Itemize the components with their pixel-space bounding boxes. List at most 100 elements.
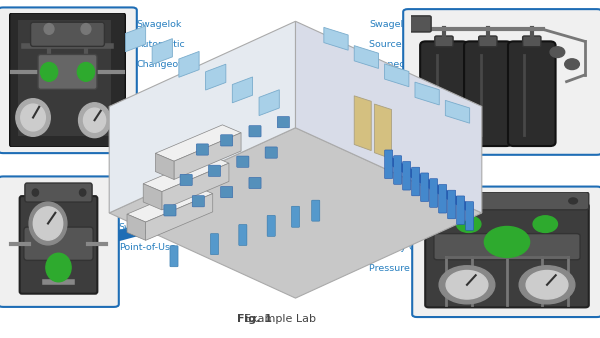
Polygon shape [354,96,371,151]
Polygon shape [143,155,229,192]
Polygon shape [329,204,419,219]
FancyBboxPatch shape [312,200,320,221]
Circle shape [79,103,110,138]
Polygon shape [415,82,439,105]
Polygon shape [127,116,220,153]
Polygon shape [354,46,379,68]
Text: Swagelok: Swagelok [369,223,415,232]
Circle shape [46,253,71,282]
Polygon shape [385,64,409,87]
FancyBboxPatch shape [180,174,192,186]
FancyBboxPatch shape [10,13,125,147]
Text: Changeover: Changeover [137,60,194,69]
Polygon shape [155,125,241,161]
Circle shape [29,202,67,245]
FancyBboxPatch shape [265,147,277,158]
FancyBboxPatch shape [421,173,429,201]
FancyBboxPatch shape [239,224,247,245]
FancyBboxPatch shape [409,16,431,32]
FancyBboxPatch shape [448,190,456,219]
FancyBboxPatch shape [0,176,119,307]
FancyBboxPatch shape [425,192,589,210]
Text: Pressure Control: Pressure Control [369,264,447,273]
Circle shape [21,104,46,131]
Circle shape [519,266,575,304]
FancyBboxPatch shape [394,156,402,184]
FancyBboxPatch shape [464,41,512,146]
Polygon shape [125,26,146,52]
FancyBboxPatch shape [20,196,97,294]
Polygon shape [330,121,412,153]
FancyBboxPatch shape [479,36,497,47]
FancyBboxPatch shape [385,150,393,178]
Circle shape [32,189,38,196]
FancyBboxPatch shape [249,177,261,189]
Polygon shape [324,27,348,50]
Polygon shape [109,128,482,298]
Polygon shape [296,21,482,213]
FancyBboxPatch shape [170,246,178,267]
Circle shape [550,47,565,57]
FancyBboxPatch shape [267,215,275,236]
Text: Source Inlet: Source Inlet [369,40,425,49]
FancyBboxPatch shape [164,205,176,216]
FancyBboxPatch shape [249,126,261,137]
FancyBboxPatch shape [508,41,556,146]
Polygon shape [374,104,391,159]
FancyBboxPatch shape [430,179,438,207]
Text: Primary Gas: Primary Gas [369,243,427,252]
Text: Connection: Connection [369,60,422,69]
Text: Swagelok: Swagelok [369,20,415,29]
Circle shape [457,216,481,233]
Polygon shape [174,133,241,179]
Text: Swagelok: Swagelok [119,223,164,232]
Circle shape [79,189,86,196]
Circle shape [439,266,495,304]
Circle shape [83,108,106,132]
FancyBboxPatch shape [435,36,453,47]
FancyBboxPatch shape [412,167,420,196]
Polygon shape [152,39,172,65]
Text: Example Lab: Example Lab [237,314,316,324]
Polygon shape [259,90,280,116]
FancyBboxPatch shape [434,234,580,260]
Polygon shape [127,186,213,222]
Circle shape [565,59,580,70]
FancyBboxPatch shape [439,185,447,213]
Text: Point-of-Use: Point-of-Use [119,243,176,252]
FancyBboxPatch shape [466,202,474,230]
Polygon shape [127,214,146,240]
Circle shape [16,99,50,136]
FancyBboxPatch shape [292,206,299,227]
FancyBboxPatch shape [211,234,218,255]
FancyBboxPatch shape [412,187,600,317]
FancyBboxPatch shape [221,187,233,198]
Polygon shape [206,64,226,90]
Polygon shape [146,194,213,240]
Polygon shape [389,155,470,213]
Polygon shape [162,163,229,210]
Polygon shape [115,204,222,211]
Polygon shape [130,113,217,127]
Polygon shape [19,20,110,136]
FancyBboxPatch shape [277,117,289,128]
FancyBboxPatch shape [25,183,92,202]
FancyBboxPatch shape [208,165,221,176]
Text: Fig. 1: Fig. 1 [237,314,272,324]
FancyBboxPatch shape [196,144,208,155]
FancyBboxPatch shape [523,36,541,47]
FancyBboxPatch shape [237,156,249,167]
Polygon shape [326,212,422,241]
Circle shape [77,63,95,81]
FancyBboxPatch shape [0,7,137,153]
FancyBboxPatch shape [192,196,205,207]
Polygon shape [143,184,162,210]
FancyBboxPatch shape [24,227,93,260]
Polygon shape [232,77,253,103]
Polygon shape [179,51,199,77]
Text: Automatic: Automatic [137,40,185,49]
Circle shape [437,198,445,204]
Polygon shape [109,21,296,213]
Polygon shape [112,203,226,241]
Polygon shape [155,153,174,179]
